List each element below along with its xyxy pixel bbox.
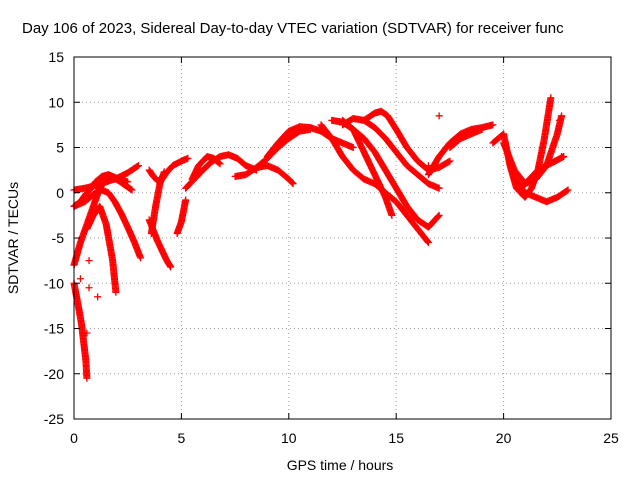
series-track-18 [339, 116, 396, 219]
y-tick-label: -10 [44, 275, 64, 291]
chart-title: Day 106 of 2023, Sidereal Day-to-day VTE… [22, 20, 564, 37]
data-point [388, 211, 396, 219]
data-points [70, 94, 572, 382]
series-track-26 [517, 153, 568, 192]
series-track-16 [317, 121, 432, 247]
data-point [424, 238, 432, 246]
data-point [133, 162, 141, 170]
series-track-6 [70, 279, 91, 382]
series-track-15 [263, 123, 357, 161]
y-tick-label: 5 [56, 140, 64, 156]
y-tick-label: -20 [44, 366, 64, 382]
series-track-12 [188, 153, 224, 183]
data-point [134, 162, 142, 170]
y-tick-label: -25 [44, 411, 64, 427]
axis-ticks: 0 5 10 15 20 25 -25 -20 -15 -10 -5 0 5 10 15 [44, 49, 619, 446]
y-tick-label: 10 [48, 94, 64, 110]
x-axis-label: GPS time / hours [287, 457, 394, 473]
data-point [563, 187, 571, 195]
series-track-8 [145, 154, 192, 185]
x-tick-label: 15 [388, 430, 404, 446]
data-point [489, 121, 497, 129]
x-tick-label: 25 [603, 430, 619, 446]
data-point [564, 186, 572, 194]
series-track-17 [328, 116, 443, 231]
data-point [128, 186, 136, 194]
y-axis-label: SDTVAR / TECUs [5, 182, 21, 294]
data-point [94, 293, 102, 301]
data-point [435, 211, 443, 219]
data-point [424, 239, 432, 247]
series-outliers [76, 112, 566, 337]
data-point [558, 112, 566, 120]
x-tick-label: 20 [496, 430, 512, 446]
data-point [112, 288, 120, 296]
data-point [137, 254, 145, 262]
series-track-9 [147, 168, 168, 237]
data-point [85, 284, 93, 292]
data-point [435, 184, 443, 192]
data-point [76, 275, 84, 283]
data-point [478, 125, 486, 133]
x-tick-label: 0 [70, 430, 78, 446]
data-point [435, 112, 443, 120]
data-point [85, 257, 93, 265]
data-point [288, 179, 296, 187]
data-point [215, 159, 223, 167]
series-track-22 [446, 125, 486, 151]
data-point [424, 162, 432, 170]
data-point [558, 153, 566, 161]
series-track-23 [489, 94, 555, 201]
series-track-14 [253, 162, 297, 188]
x-tick-label: 5 [178, 430, 186, 446]
y-tick-label: -15 [44, 321, 64, 337]
y-tick-label: 0 [56, 185, 64, 201]
data-point [349, 144, 357, 151]
data-point [547, 94, 555, 102]
data-point [446, 157, 454, 165]
series-track-19 [339, 115, 443, 192]
data-point [83, 329, 91, 337]
x-tick-label: 10 [281, 430, 297, 446]
y-tick-label: 15 [48, 49, 64, 65]
series-track-25 [510, 175, 572, 206]
data-point [167, 263, 175, 271]
data-point [184, 154, 192, 162]
data-point [83, 374, 91, 382]
data-point [555, 116, 563, 124]
grid-lines [74, 57, 611, 419]
data-point [182, 196, 190, 204]
y-tick-label: -5 [52, 230, 65, 246]
data-point [216, 160, 224, 168]
series-track-5 [83, 202, 120, 296]
data-point [160, 168, 168, 176]
data-point [289, 180, 297, 188]
series-track-10 [173, 196, 190, 237]
data-point [434, 212, 442, 220]
